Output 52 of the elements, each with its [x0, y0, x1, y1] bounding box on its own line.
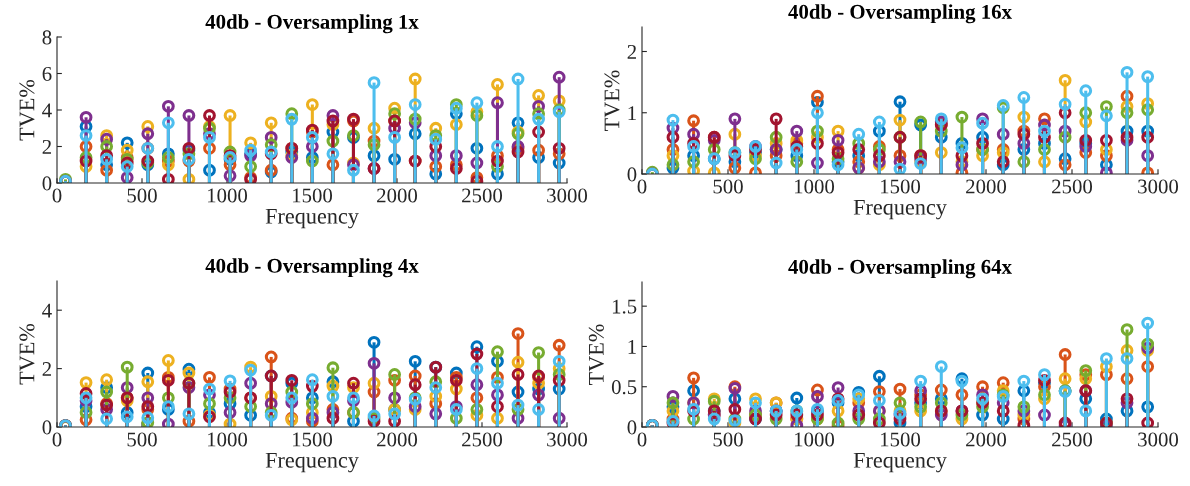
- x-tick-label: 2500: [462, 188, 503, 203]
- x-tick-label: 2500: [1052, 179, 1093, 194]
- x-tick-label: 1000: [795, 179, 835, 194]
- x-tick-label: 500: [127, 188, 157, 203]
- x-axis-title: Frequency: [265, 452, 359, 473]
- y-axis-title: TVE%: [588, 324, 604, 385]
- y-tick-label: 4: [42, 103, 52, 118]
- chart-title: 40db - Oversampling 1x: [205, 14, 419, 34]
- x-tick-label: 2000: [377, 432, 418, 447]
- y-tick-label: 0: [627, 167, 637, 182]
- x-tick-label: 2000: [377, 188, 418, 203]
- x-tick-label: 2000: [966, 432, 1007, 447]
- chart-title: 40db - Oversampling 64x: [788, 259, 1012, 279]
- y-tick-label: 1: [628, 106, 636, 120]
- x-tick-label: 500: [713, 179, 743, 194]
- x-tick-label: 500: [127, 432, 157, 447]
- x-tick-label: 2500: [462, 432, 503, 447]
- y-tick-label: 0.5: [611, 380, 637, 395]
- x-tick-label: 3000: [547, 188, 588, 203]
- x-tick-label: 2500: [1052, 432, 1093, 447]
- x-axis-title: Frequency: [853, 452, 947, 473]
- x-tick-label: 1500: [293, 432, 333, 447]
- x-tick-label: 3000: [1138, 432, 1179, 447]
- y-tick-label: 2: [627, 44, 636, 59]
- y-tick-label: 1.5: [612, 299, 637, 314]
- x-axis-title: Frequency: [853, 199, 947, 220]
- chart-title: 40db - Oversampling 16x: [788, 4, 1012, 24]
- chart-title: 40db - Oversampling 4x: [205, 258, 419, 278]
- x-axis-title: Frequency: [265, 208, 359, 229]
- x-tick-label: 1500: [293, 188, 333, 203]
- x-tick-label: 1500: [881, 179, 921, 194]
- x-tick-label: 3000: [1138, 179, 1179, 194]
- x-tick-label: 1000: [208, 432, 248, 447]
- y-tick-label: 2: [42, 362, 51, 376]
- y-axis-title: TVE%: [604, 70, 620, 131]
- y-tick-label: 8: [42, 30, 52, 45]
- x-tick-label: 0: [52, 432, 62, 447]
- x-tick-label: 1500: [881, 432, 921, 447]
- y-tick-label: 0: [42, 420, 52, 435]
- x-tick-label: 0: [52, 188, 62, 203]
- y-tick-label: 0: [627, 420, 637, 435]
- x-tick-label: 1000: [795, 432, 835, 447]
- y-tick-label: 1: [628, 339, 636, 354]
- x-tick-label: 500: [713, 432, 743, 447]
- y-axis-title: TVE%: [19, 323, 35, 385]
- x-tick-label: 1000: [208, 188, 248, 203]
- y-axis-title: TVE%: [19, 79, 35, 141]
- x-tick-label: 2000: [966, 179, 1007, 194]
- x-tick-label: 3000: [547, 432, 588, 447]
- y-tick-label: 4: [42, 303, 52, 318]
- y-tick-label: 6: [42, 66, 52, 81]
- y-tick-label: 2: [42, 139, 51, 154]
